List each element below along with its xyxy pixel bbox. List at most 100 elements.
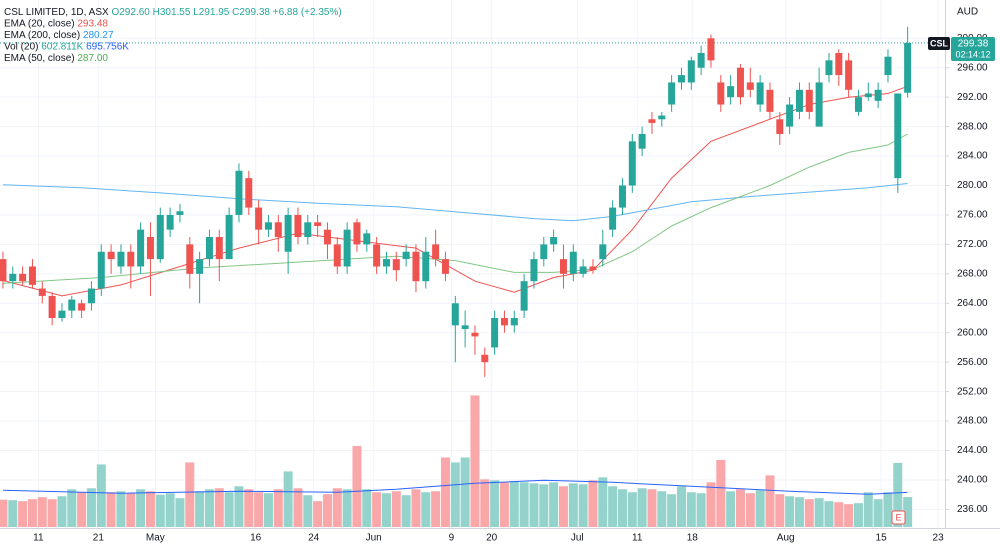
volume-bar [794, 497, 804, 527]
volume-bar [362, 489, 372, 527]
volume-bar [775, 494, 785, 527]
candle-body [432, 244, 440, 260]
x-tick-label: 18 [687, 533, 699, 544]
volume-bar [165, 493, 175, 527]
volume-bar [234, 486, 244, 527]
volume-bar [195, 491, 205, 527]
candle-body [835, 53, 843, 76]
candle-body [215, 237, 223, 260]
volume-bar [145, 491, 155, 527]
volume-bar [667, 494, 677, 527]
candle-body [48, 295, 56, 318]
indicator-line [2, 479, 908, 495]
candle-body [530, 259, 538, 282]
volume-bar [244, 489, 254, 527]
earnings-box[interactable] [891, 510, 906, 525]
x-tick-label: 20 [486, 533, 498, 544]
y-tick-label: 248.00 [957, 416, 988, 427]
candle-body [500, 318, 508, 326]
volume-bar [440, 457, 450, 527]
symbol-tag-text: CSL [930, 38, 949, 48]
y-tick-label: 260.00 [957, 327, 988, 338]
candle-body [589, 266, 597, 271]
y-tick-label: 288.00 [957, 121, 988, 132]
x-tick-label: Aug [777, 533, 795, 544]
candle-body [628, 141, 636, 186]
volume-bar [903, 497, 913, 527]
candle-body [638, 133, 646, 149]
volume-bar [627, 492, 637, 527]
volume-bar [726, 491, 736, 527]
legend-value: 287.00 [77, 53, 108, 64]
volume-bar [126, 493, 136, 527]
candle-body [825, 60, 833, 76]
volume-bar [27, 499, 37, 527]
volume-bar [322, 494, 332, 527]
legend-entry: Vol (20) 602.811K 695.756K [4, 41, 129, 52]
volume-bar [263, 493, 273, 527]
candle-body [264, 222, 272, 230]
price-tag-box [951, 37, 995, 61]
x-tick-label: 16 [250, 533, 262, 544]
quote-value: L291.95 [193, 7, 230, 18]
candle-body [38, 288, 46, 296]
volume-bar [381, 493, 391, 527]
candle-body [78, 303, 86, 311]
candle-body [68, 299, 76, 311]
volume-bar [175, 498, 185, 527]
candle-body [609, 207, 617, 230]
volume-bar [204, 489, 214, 527]
candle-body [19, 273, 27, 282]
candle-body [343, 229, 351, 267]
candle-body [687, 60, 695, 83]
legend-value: 293.48 [77, 18, 108, 29]
price-tag-countdown: 02:14:12 [955, 49, 990, 59]
candle-body [107, 251, 115, 260]
candle-body [176, 211, 184, 215]
candle-body [461, 325, 469, 330]
volume-bar [254, 492, 264, 527]
candle-body [382, 259, 390, 267]
volume-bar [460, 457, 470, 527]
volume-bar [57, 496, 67, 527]
volume-bar [480, 479, 490, 527]
candle-body [323, 229, 331, 245]
candle-body [736, 67, 744, 98]
candle-body [58, 310, 66, 318]
candle-body [795, 89, 803, 112]
candle-body [786, 104, 794, 127]
candle-body [137, 229, 145, 267]
volume-bar [352, 446, 362, 527]
volume-bar [539, 484, 549, 527]
volume-bar [578, 484, 588, 527]
volume-bar [657, 491, 667, 527]
candle-body [471, 332, 479, 337]
candle-body [451, 303, 459, 326]
candle-body [815, 82, 823, 127]
volume-pane [0, 395, 913, 527]
candle-body [373, 244, 381, 267]
candle-body [87, 288, 95, 304]
candle-body [9, 273, 17, 282]
volume-bar [136, 489, 146, 527]
candle-body [284, 214, 292, 252]
header-line: CSL LIMITED, 1D, ASX O292.60 H301.55 L29… [4, 7, 342, 18]
candle-body [569, 251, 577, 274]
candle-body [648, 119, 656, 123]
candle-body [314, 222, 322, 226]
candle-body [353, 222, 361, 245]
earnings-label[interactable]: E [895, 512, 901, 522]
volume-bar [814, 498, 824, 527]
volume-bar [558, 486, 568, 527]
legend-entry: EMA (20, close) 293.48 [4, 18, 108, 29]
x-tick-label: 21 [93, 533, 105, 544]
candle-body [618, 185, 626, 208]
y-tick-label: 268.00 [957, 268, 988, 279]
earnings-marker[interactable]: E [891, 510, 906, 525]
volume-bar [391, 491, 401, 527]
volume-bar [155, 494, 165, 527]
x-tick-label: 11 [33, 533, 44, 544]
axes: 300.00296.00292.00288.00284.00280.00276.… [33, 33, 988, 544]
candle-body [727, 86, 735, 98]
